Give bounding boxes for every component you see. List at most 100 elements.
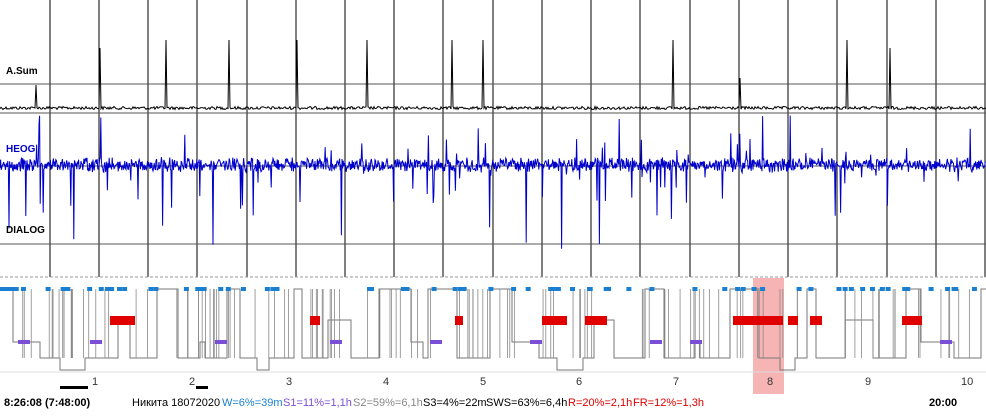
rem-epoch <box>788 316 798 325</box>
w-epoch <box>842 287 848 291</box>
w-epoch <box>525 287 531 291</box>
stat-w: W=6%=39m <box>222 397 283 409</box>
selection-highlight <box>753 278 784 410</box>
w-epoch <box>587 287 593 291</box>
rem-epoch <box>110 316 135 325</box>
hour-tick-9: 9 <box>865 376 872 388</box>
w-epoch <box>760 287 766 291</box>
hour-tick-8: 8 <box>767 376 774 388</box>
hour-tick-5: 5 <box>480 376 487 388</box>
s3-epoch <box>196 386 208 389</box>
hypnogram-line <box>0 288 986 371</box>
w-epoch <box>796 287 802 291</box>
w-epoch <box>905 287 911 291</box>
stat-s3: S3=4%=22m <box>423 397 487 409</box>
w-epoch <box>109 287 115 291</box>
w-epoch <box>240 287 246 291</box>
channel-baselines <box>0 83 986 278</box>
asum-trace <box>0 39 986 111</box>
stat-s2: S2=59%=6,1h <box>353 397 423 409</box>
w-epoch <box>722 287 728 291</box>
stat-r: R=20%=2,1h <box>568 397 633 409</box>
hour-tick-1: 1 <box>92 376 99 388</box>
w-epoch <box>116 287 122 291</box>
w-epoch <box>902 287 908 291</box>
w-epoch <box>431 287 437 291</box>
w-epoch <box>153 287 159 291</box>
hour-tick-2: 2 <box>189 376 196 388</box>
w-epoch <box>649 287 655 291</box>
w-epoch <box>869 287 875 291</box>
w-epoch <box>367 287 373 291</box>
rem-epoch <box>542 316 567 325</box>
s1-epoch <box>690 340 702 344</box>
s1-epoch <box>940 340 952 344</box>
w-epoch <box>953 287 959 291</box>
w-epoch <box>274 287 280 291</box>
w-epoch <box>552 287 558 291</box>
stat-sws: SWS=63%=6,4h <box>486 397 568 409</box>
w-epoch <box>264 287 270 291</box>
w-epoch <box>488 287 494 291</box>
w-epoch <box>457 287 463 291</box>
hour-tick-10: 10 <box>961 376 974 388</box>
w-epoch <box>60 287 66 291</box>
w-epoch <box>218 287 224 291</box>
s1-epoch <box>650 340 662 344</box>
s1-epoch <box>530 340 542 344</box>
w-epoch <box>692 287 698 291</box>
s1-epoch <box>18 340 30 344</box>
w-epoch <box>971 287 977 291</box>
w-epoch <box>808 287 814 291</box>
s3-epoch <box>60 386 88 389</box>
w-epoch <box>87 287 93 291</box>
hour-tick-6: 6 <box>576 376 583 388</box>
w-epoch <box>270 287 276 291</box>
subject-name: Никита 18072020 <box>132 397 221 409</box>
w-epoch <box>98 287 104 291</box>
w-epoch <box>65 287 71 291</box>
w-epoch <box>751 287 757 291</box>
rem-epoch <box>310 316 320 325</box>
channel-label-heog: HEOG <box>6 144 36 155</box>
start-time: 8:26:08 (7:48:00) <box>4 397 91 409</box>
w-epoch <box>570 287 576 291</box>
channel-label-asum: A.Sum <box>6 66 38 77</box>
stat-fr: FR=12%=1,3h <box>633 397 704 409</box>
w-epoch <box>122 287 128 291</box>
end-time: 20:00 <box>929 397 958 409</box>
stat-s1: S1=11%=1,1h <box>283 397 352 409</box>
status-bar: 8:26:08 (7:48:00) Никита 18072020 W=6%=3… <box>0 394 986 417</box>
w-epoch <box>225 287 231 291</box>
w-epoch <box>626 287 632 291</box>
w-epoch <box>848 287 854 291</box>
hour-tick-3: 3 <box>286 376 293 388</box>
channel-label-dialog: DIALOG <box>6 225 45 236</box>
w-epoch <box>461 287 467 291</box>
w-epoch <box>404 287 410 291</box>
s1-epoch <box>430 340 442 344</box>
w-epoch <box>945 287 951 291</box>
w-epoch <box>183 287 189 291</box>
heog-trace <box>0 115 986 249</box>
w-epoch <box>879 287 885 291</box>
w-epoch <box>0 287 18 291</box>
rem-epoch <box>733 316 783 325</box>
w-epoch <box>740 287 746 291</box>
s1-epoch <box>330 340 342 344</box>
w-epoch <box>45 287 51 291</box>
w-epoch <box>603 287 609 291</box>
w-epoch <box>20 287 26 291</box>
w-epoch <box>511 287 517 291</box>
rem-epoch <box>455 316 463 325</box>
w-epoch <box>860 287 866 291</box>
w-epoch <box>836 287 842 291</box>
w-epoch <box>885 287 891 291</box>
w-epoch <box>201 287 207 291</box>
time-gridlines <box>49 0 986 277</box>
rem-epoch <box>902 316 922 325</box>
w-epoch <box>148 287 154 291</box>
hypnogram <box>0 278 986 410</box>
